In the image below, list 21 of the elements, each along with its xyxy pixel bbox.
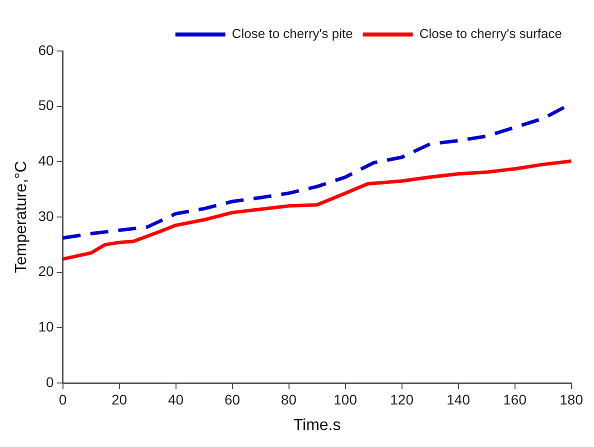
x-tick-label: 0: [58, 391, 67, 408]
y-axis-title: Temperature,°C: [13, 160, 30, 274]
legend-label: Close to cherry's pite: [232, 26, 353, 42]
y-tick-label: 30: [38, 208, 54, 224]
x-tick-label: 160: [503, 391, 527, 408]
x-tick-label: 180: [560, 391, 584, 408]
y-tick-label: 60: [38, 42, 54, 58]
x-tick-label: 120: [390, 391, 414, 408]
x-tick-label: 140: [446, 391, 470, 408]
x-axis-title: Time.s: [293, 416, 341, 434]
y-tick-label: 20: [38, 263, 54, 280]
x-tick-label: 60: [224, 391, 240, 408]
legend-label: Close to cherry's surface: [419, 26, 562, 42]
x-tick-label: 40: [168, 391, 184, 408]
x-tick-label: 80: [281, 391, 297, 408]
y-tick-label: 0: [46, 374, 54, 390]
x-tick-label: 20: [111, 391, 128, 408]
y-tick-label: 10: [38, 318, 54, 335]
y-tick-label: 50: [38, 97, 54, 114]
x-tick-label: 100: [334, 391, 358, 408]
y-tick-label: 40: [38, 152, 54, 169]
